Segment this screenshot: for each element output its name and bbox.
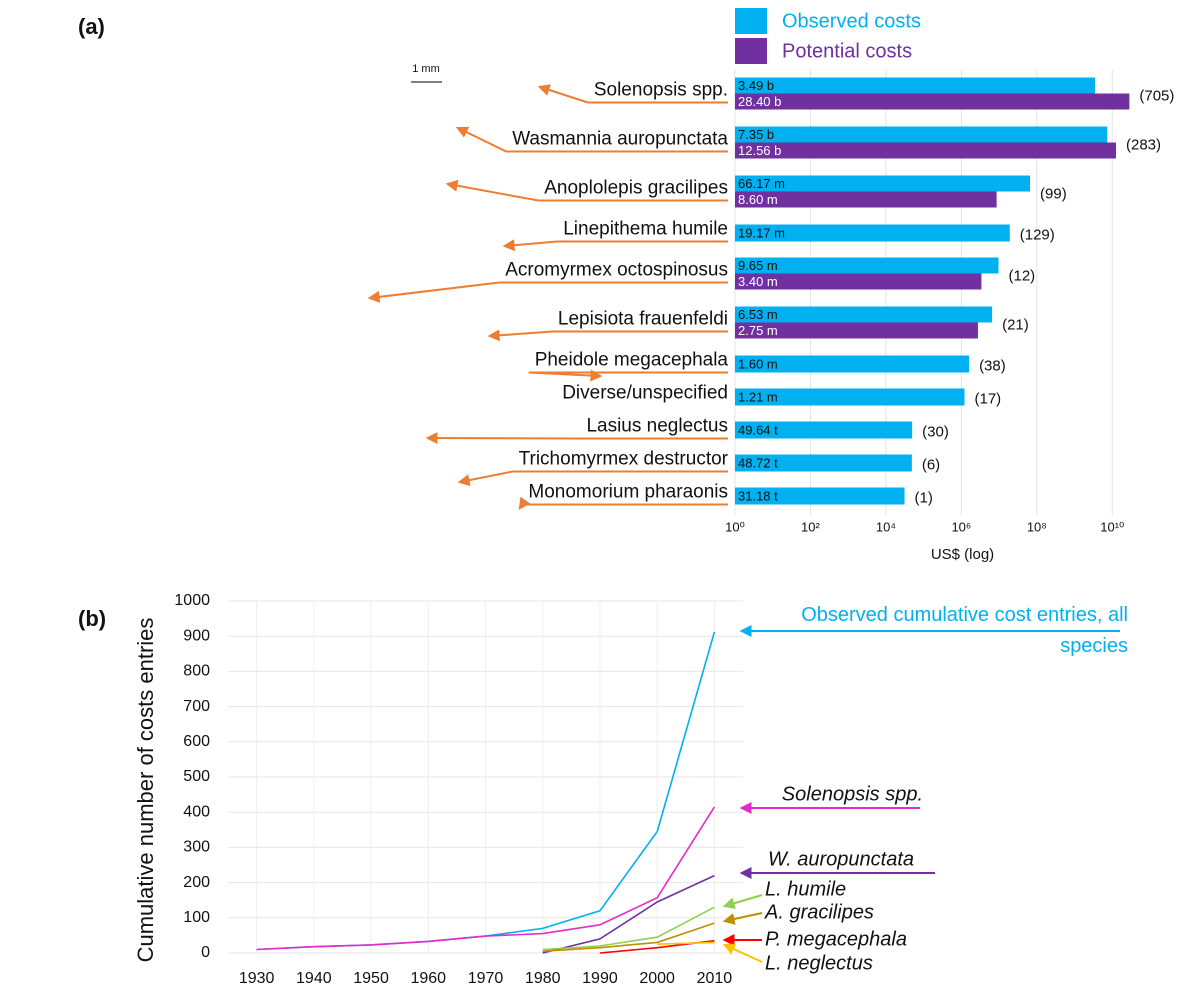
entry-count-label: (38) [979, 357, 1006, 374]
y-tick-label: 900 [183, 627, 210, 644]
scale-bar-label: 1 mm [412, 63, 440, 75]
category-label: Solenopsis spp. [594, 80, 728, 101]
page: {"chart_data": [ {"type": "bar", "orient… [0, 0, 1194, 990]
x-tick-label: 10⁰ [725, 519, 745, 534]
value-label: 6.53 m [738, 307, 778, 322]
category-label: Lepisiota frauenfeldi [558, 309, 728, 330]
legend-swatch [735, 8, 767, 34]
entry-count-label: (21) [1002, 316, 1029, 333]
value-label: 8.60 m [738, 192, 778, 207]
value-label: 7.35 b [738, 127, 774, 142]
legend-label: Potential costs [782, 40, 912, 62]
series-annotation: A. gracilipes [764, 901, 874, 923]
category-label: Anoplolepis gracilipes [544, 178, 728, 199]
x-tick-label: 1980 [525, 970, 561, 987]
series-line [657, 942, 714, 944]
series-annotation: L. humile [765, 878, 846, 900]
series-annotation: W. auropunctata [768, 848, 914, 870]
series-annotation: L. neglectus [765, 952, 873, 974]
y-tick-label: 400 [183, 803, 210, 820]
y-tick-label: 300 [183, 839, 210, 856]
leader-arrow [505, 242, 728, 247]
entry-count-label: (129) [1020, 226, 1055, 243]
entry-count-label: (705) [1139, 87, 1174, 104]
x-tick-label: 2010 [697, 970, 733, 987]
value-label: 19.17 m [738, 225, 785, 240]
y-tick-label: 600 [183, 733, 210, 750]
x-tick-label: 1990 [582, 970, 618, 987]
value-label: 1.60 m [738, 356, 778, 371]
series-annotation: Solenopsis spp. [782, 783, 923, 805]
value-label: 1.21 m [738, 389, 778, 404]
x-tick-label: 1950 [353, 970, 389, 987]
value-label: 12.56 b [738, 143, 781, 158]
leader-arrow [490, 332, 728, 337]
entry-count-label: (30) [922, 423, 949, 440]
leader-arrow [370, 283, 728, 299]
panel-label: (b) [78, 606, 106, 631]
value-label: 48.72 t [738, 455, 778, 470]
x-tick-label: 1960 [410, 970, 446, 987]
y-tick-label: 500 [183, 768, 210, 785]
value-label: 9.65 m [738, 258, 778, 273]
value-label: 31.18 t [738, 488, 778, 503]
entry-count-label: (283) [1126, 136, 1161, 153]
x-tick-label: 10² [801, 519, 820, 534]
y-tick-label: 100 [183, 909, 210, 926]
bar [735, 78, 1095, 94]
category-label: Lasius neglectus [586, 416, 728, 437]
value-label: 3.40 m [738, 274, 778, 289]
category-label: Trichomyrmex destructor [519, 449, 729, 470]
value-label: 28.40 b [738, 94, 781, 109]
panel-label: (a) [78, 14, 105, 39]
leader-arrow [428, 438, 728, 439]
chart: (a) (b) 1 mm Observed costs Potential cos… [0, 0, 1194, 990]
legend-label: Observed costs [782, 10, 921, 32]
bar [735, 94, 1129, 110]
annotation-arrow [725, 913, 762, 921]
value-label: 2.75 m [738, 323, 778, 338]
value-label: 49.64 t [738, 422, 778, 437]
annotation-arrow [725, 895, 762, 906]
leader-arrow [520, 505, 728, 509]
y-tick-label: 0 [201, 944, 210, 961]
y-axis-label: Cumulative number of costs entries [133, 618, 158, 963]
category-label: Linepithema humile [563, 219, 728, 240]
x-tick-label: 1930 [239, 970, 275, 987]
x-tick-label: 1940 [296, 970, 332, 987]
category-label: Pheidole megacephala [535, 350, 729, 371]
value-label: 3.49 b [738, 78, 774, 93]
legend-swatch [735, 38, 767, 64]
figure: (a) (b) 1 mm Observed costs Potential cos… [0, 0, 1194, 990]
category-label: Diverse/unspecified [562, 383, 728, 404]
y-tick-label: 200 [183, 874, 210, 891]
x-tick-label: 1970 [468, 970, 504, 987]
entry-count-label: (99) [1040, 185, 1067, 202]
y-tick-label: 800 [183, 663, 210, 680]
x-tick-label: 10⁸ [1027, 519, 1047, 534]
category-label: Monomorium pharaonis [528, 482, 728, 503]
category-label: Acromyrmex octospinosus [505, 260, 728, 281]
x-axis-label: US$ (log) [931, 546, 994, 563]
entry-count-label: (6) [922, 456, 940, 473]
y-tick-label: 700 [183, 698, 210, 715]
leader-arrow [529, 373, 728, 377]
leader-arrow [460, 472, 728, 483]
entry-count-label: (12) [1009, 267, 1036, 284]
y-tick-label: 1000 [174, 592, 210, 609]
category-label: Wasmannia auropunctata [512, 129, 728, 150]
x-tick-label: 10¹⁰ [1100, 519, 1124, 534]
x-tick-label: 2000 [639, 970, 675, 987]
bar [735, 143, 1116, 159]
series-annotation: Observed cumulative cost entries, all sp… [760, 600, 1128, 662]
series-annotation: P. megacephala [765, 928, 907, 950]
x-tick-label: 10⁶ [951, 519, 971, 534]
entry-count-label: (17) [974, 390, 1001, 407]
value-label: 66.17 m [738, 176, 785, 191]
bar [735, 127, 1107, 143]
entry-count-label: (1) [915, 489, 933, 506]
x-tick-label: 10⁴ [876, 519, 896, 534]
